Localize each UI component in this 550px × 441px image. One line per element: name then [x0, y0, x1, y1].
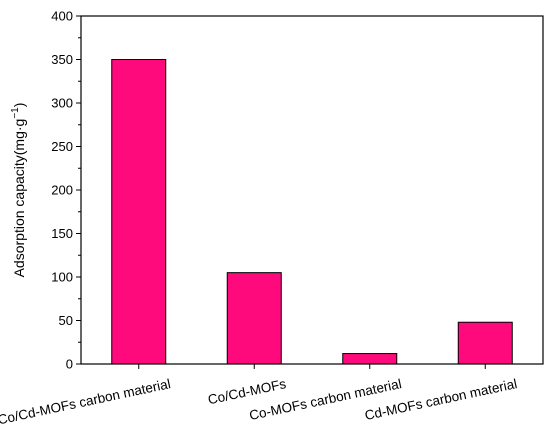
- y-axis-title-superscript: −1: [10, 107, 21, 119]
- y-tick-label: 250: [51, 139, 73, 154]
- bar-2: [226, 272, 282, 365]
- bar-4: [457, 321, 513, 365]
- x-category-label: Co/Cd-MOFs carbon material: [0, 376, 172, 427]
- y-axis-title-main: Adsorption capacity(mg·g: [11, 119, 27, 278]
- y-tick-label: 0: [66, 357, 73, 372]
- bar-1: [111, 59, 167, 365]
- y-axis-title-close: ): [11, 103, 27, 108]
- y-tick-label: 100: [51, 270, 73, 285]
- y-axis-title: Adsorption capacity(mg·g−1): [10, 103, 27, 278]
- y-tick-label: 50: [59, 313, 73, 328]
- y-tick-label: 350: [51, 52, 73, 67]
- y-axis-ticks: 0 50 100 150 200 250 300 350 400: [51, 9, 81, 372]
- y-tick-label: 150: [51, 226, 73, 241]
- y-tick-label: 400: [51, 9, 73, 24]
- bar-3: [342, 353, 398, 365]
- x-axis-ticks: Co/Cd-MOFs carbon material Co/Cd-MOFsCo-M…: [0, 364, 518, 427]
- y-tick-label: 300: [51, 96, 73, 111]
- bars-group: [111, 59, 513, 365]
- y-tick-label: 200: [51, 183, 73, 198]
